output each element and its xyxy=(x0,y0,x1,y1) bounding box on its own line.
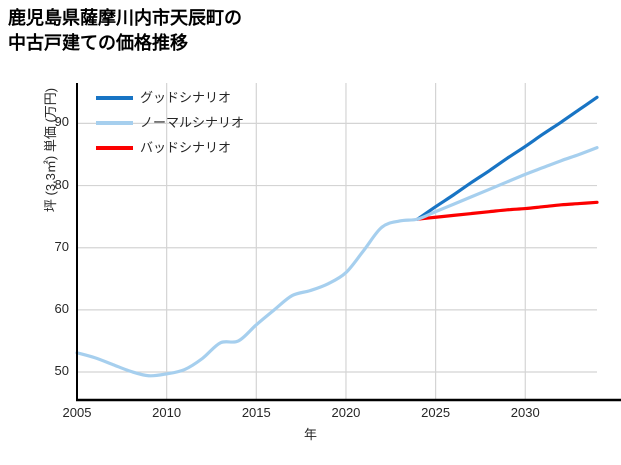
legend-label: グッドシナリオ xyxy=(140,90,232,105)
legend-label: ノーマルシナリオ xyxy=(140,115,245,130)
series-line xyxy=(75,146,599,378)
axis-lines xyxy=(76,83,621,402)
x-tick-label: 2005 xyxy=(62,405,92,420)
y-tick-label: 50 xyxy=(54,363,69,379)
legend-swatch xyxy=(96,146,133,150)
y-axis-label-wrapper: 坪 (3.3㎡) 単価 (万円) xyxy=(40,0,60,310)
legend-label: バッドシナリオ xyxy=(140,140,232,155)
y-tick-label: 80 xyxy=(54,176,69,192)
y-tick-label: 60 xyxy=(54,300,69,316)
gridlines xyxy=(76,83,597,400)
legend-swatch xyxy=(96,121,133,125)
legend-swatch xyxy=(96,96,133,100)
x-tick-label: 2020 xyxy=(331,405,361,420)
chart-title: 鹿児島県薩摩川内市天辰町の 中古戸建ての価格推移 xyxy=(8,8,242,53)
x-axis-label: 年 xyxy=(303,427,317,442)
y-tick-label: 70 xyxy=(54,238,69,254)
series-line xyxy=(416,95,599,221)
x-tick-label: 2010 xyxy=(152,405,182,420)
series-line xyxy=(416,200,599,221)
y-tick-label: 90 xyxy=(54,114,69,130)
data-series-group xyxy=(75,95,599,378)
y-axis-label: 坪 (3.3㎡) 単価 (万円) xyxy=(43,87,58,213)
x-tick-label: 2015 xyxy=(241,405,271,420)
x-tick-label: 2025 xyxy=(421,405,451,420)
x-tick-label: 2030 xyxy=(510,405,540,420)
